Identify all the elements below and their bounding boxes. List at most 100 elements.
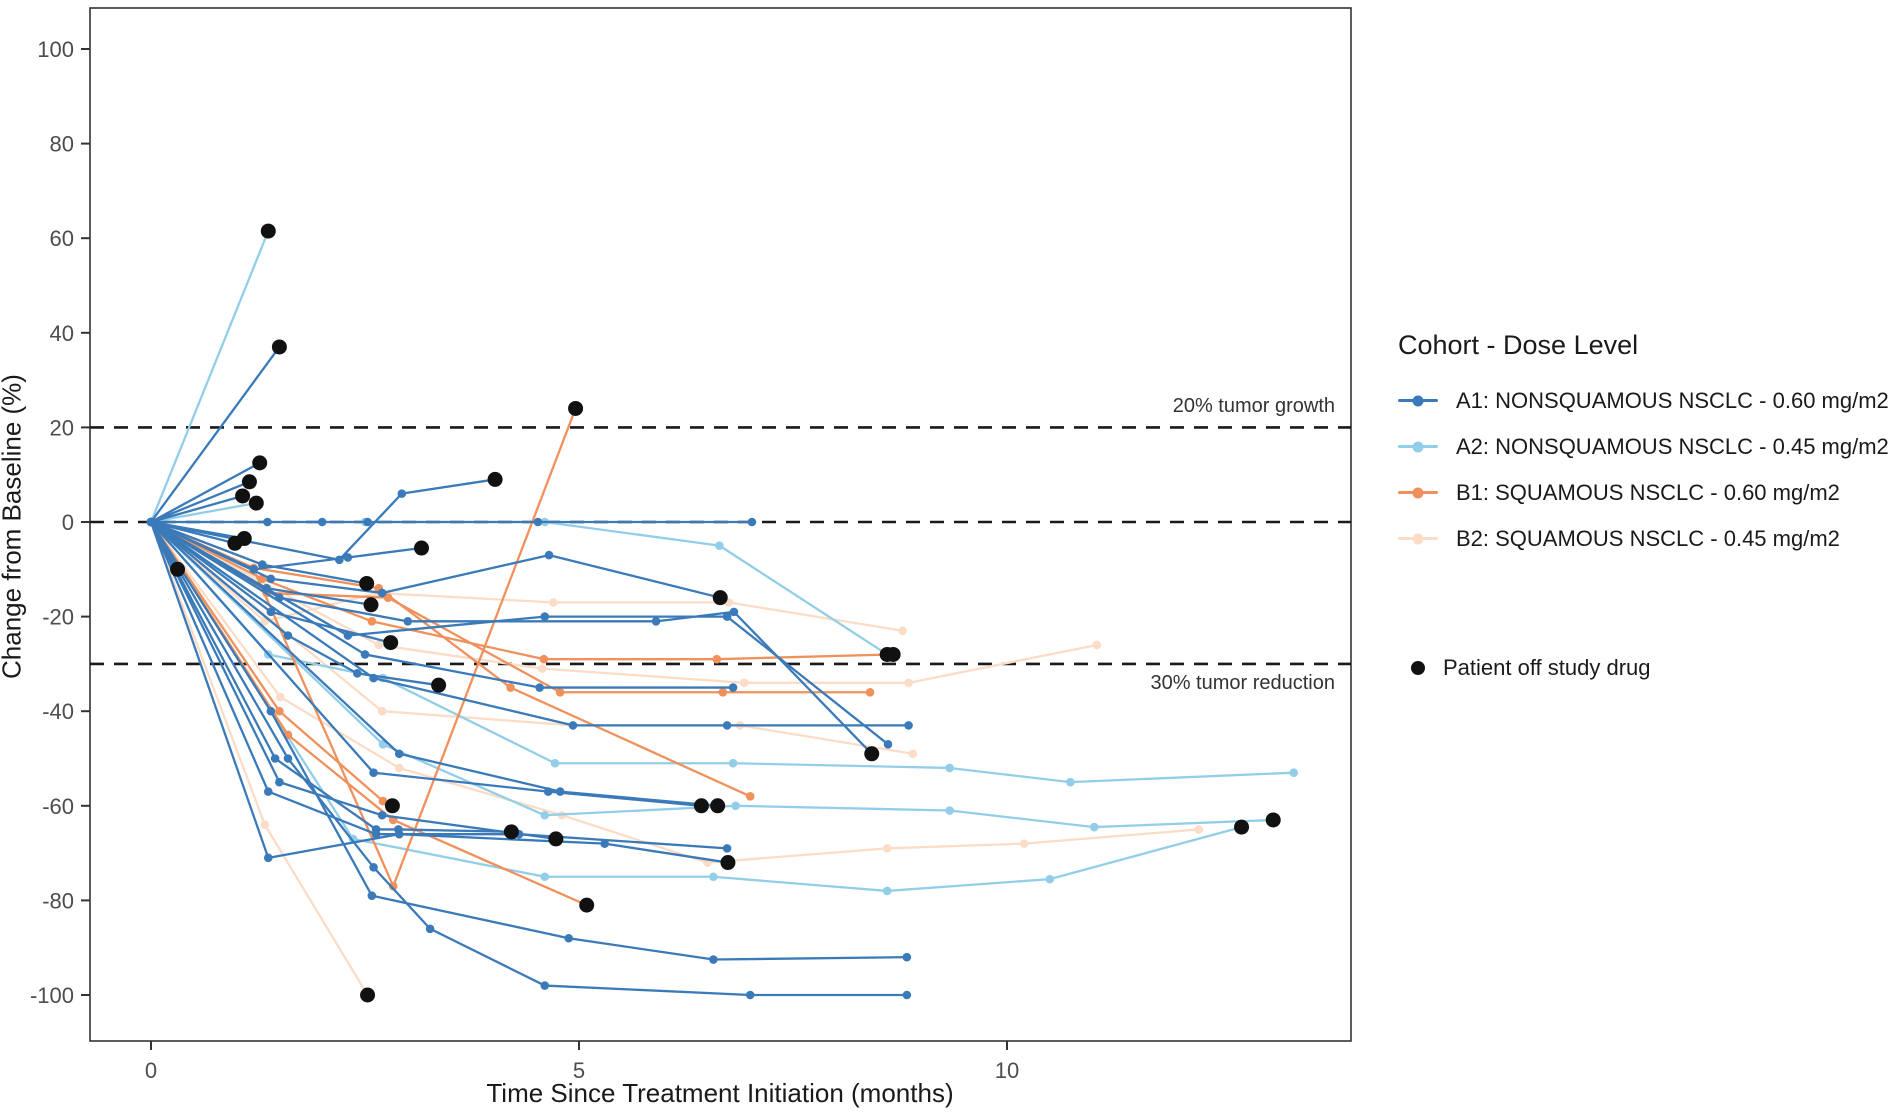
assessment-marker xyxy=(945,763,954,773)
assessment-marker xyxy=(388,881,398,891)
assessment-marker xyxy=(722,844,732,853)
assessment-marker xyxy=(1092,640,1102,650)
patient-trajectory-A1 xyxy=(149,520,703,807)
assessment-marker xyxy=(902,952,912,962)
off-study-dot xyxy=(236,531,252,547)
y-tick-label: 20 xyxy=(50,415,74,440)
off-study-dot xyxy=(248,495,264,511)
legend: Cohort - Dose Level A1: NONSQUAMOUS NSCL… xyxy=(1398,330,1889,700)
assessment-marker xyxy=(544,550,554,560)
assessment-marker xyxy=(352,669,362,678)
assessment-marker xyxy=(722,612,732,621)
patient-trajectory-A2 xyxy=(149,501,258,524)
plot-panel-border xyxy=(89,7,1352,1042)
assessment-marker xyxy=(883,740,893,749)
assessment-marker xyxy=(540,612,550,621)
off-study-dot xyxy=(271,339,287,355)
series-lines xyxy=(146,229,1299,1000)
x-tick-label: 0 xyxy=(145,1058,157,1083)
assessment-marker xyxy=(371,829,381,839)
assessment-marker xyxy=(394,829,404,839)
assessment-marker xyxy=(908,749,918,759)
off-study-dot xyxy=(1234,819,1250,835)
off-study-dot xyxy=(235,488,251,504)
assessment-marker xyxy=(715,541,724,550)
assessment-marker xyxy=(367,617,377,626)
y-tick-label: -80 xyxy=(42,888,74,913)
assessment-marker xyxy=(369,673,378,683)
patient-trajectory-B2 xyxy=(149,520,1099,684)
assessment-marker xyxy=(257,560,267,569)
off-study-dot xyxy=(579,897,595,913)
assessment-marker xyxy=(945,806,954,815)
assessment-marker xyxy=(360,650,370,659)
assessment-marker xyxy=(506,683,515,692)
off-study-dot xyxy=(384,798,400,814)
legend-label-b2: B2: SQUAMOUS NSCLC - 0.45 mg/m2 xyxy=(1456,525,1840,551)
legend-label-b1: B1: SQUAMOUS NSCLC - 0.60 mg/m2 xyxy=(1456,479,1840,505)
off-study-dot xyxy=(252,455,268,471)
assessment-marker xyxy=(739,678,749,688)
assessment-marker xyxy=(397,489,407,498)
off-study-dot xyxy=(359,575,375,591)
b2-line-key-icon xyxy=(1398,533,1438,544)
assessment-marker xyxy=(747,517,757,527)
assessment-marker xyxy=(369,768,378,777)
x-tick-label: 5 xyxy=(573,1058,585,1083)
tumor-growth-annotation: 20% tumor growth xyxy=(1172,395,1335,417)
assessment-marker xyxy=(722,721,732,730)
assessment-marker xyxy=(266,574,276,584)
off-study-dot xyxy=(885,646,901,662)
legend-item-off-study: Patient off study drug xyxy=(1398,654,1888,681)
a1-line-key-icon xyxy=(1398,395,1438,406)
legend-item-b1: B1: SQUAMOUS NSCLC - 0.60 mg/m2 xyxy=(1398,479,1888,506)
assessment-marker xyxy=(425,924,435,934)
off-study-dot xyxy=(712,590,728,606)
assessment-marker xyxy=(266,607,276,617)
assessment-marker xyxy=(369,862,378,872)
off-study-dot xyxy=(487,471,503,487)
a2-line-key-icon xyxy=(1398,441,1438,452)
assessment-marker xyxy=(374,640,383,650)
assessment-marker xyxy=(904,678,913,688)
patient-trajectory-B2 xyxy=(149,520,1200,864)
legend-label-a2: A2: NONSQUAMOUS NSCLC - 0.45 mg/m2 xyxy=(1456,433,1889,459)
assessment-marker xyxy=(731,801,740,811)
patient-trajectory-B1 xyxy=(149,407,577,888)
legend-item-a1: A1: NONSQUAMOUS NSCLC - 0.60 mg/m2 xyxy=(1398,387,1889,414)
assessment-marker xyxy=(270,754,280,763)
assessment-marker xyxy=(394,763,404,773)
assessment-marker xyxy=(146,517,156,527)
assessment-marker xyxy=(540,981,550,990)
patient-trajectory-A1 xyxy=(149,520,873,755)
assessment-marker xyxy=(745,990,755,1000)
assessment-marker xyxy=(709,955,718,964)
assessment-marker xyxy=(260,820,270,830)
y-tick-label: 80 xyxy=(50,132,74,157)
patient-trajectory-A1 xyxy=(149,520,440,687)
assessment-marker xyxy=(317,517,327,527)
y-tick-label: 40 xyxy=(50,321,74,346)
assessment-marker xyxy=(745,792,755,801)
off-study-dot xyxy=(568,400,584,416)
assessment-marker xyxy=(1194,825,1204,834)
off-study-dot xyxy=(548,831,564,847)
patient-trajectory-A1 xyxy=(149,520,735,689)
assessment-marker xyxy=(343,553,353,562)
assessment-marker xyxy=(540,872,550,882)
patient-trajectory-A1 xyxy=(149,480,251,524)
assessment-marker xyxy=(1019,839,1029,848)
assessment-marker xyxy=(882,844,892,853)
assessment-marker xyxy=(729,607,739,617)
y-tick-label: 60 xyxy=(50,226,74,251)
assessment-marker xyxy=(275,706,284,716)
patient-trajectory-A1 xyxy=(149,345,281,524)
assessment-marker xyxy=(263,787,273,796)
off-study-dot xyxy=(360,987,376,1003)
assessment-marker xyxy=(1090,822,1099,832)
assessment-marker xyxy=(535,683,544,692)
y-tick-label: -100 xyxy=(30,983,74,1008)
off-study-dot xyxy=(1265,812,1281,828)
tumor-reduction-annotation: 30% tumor reduction xyxy=(1150,672,1335,694)
patient-trajectory-A2 xyxy=(149,520,1295,784)
